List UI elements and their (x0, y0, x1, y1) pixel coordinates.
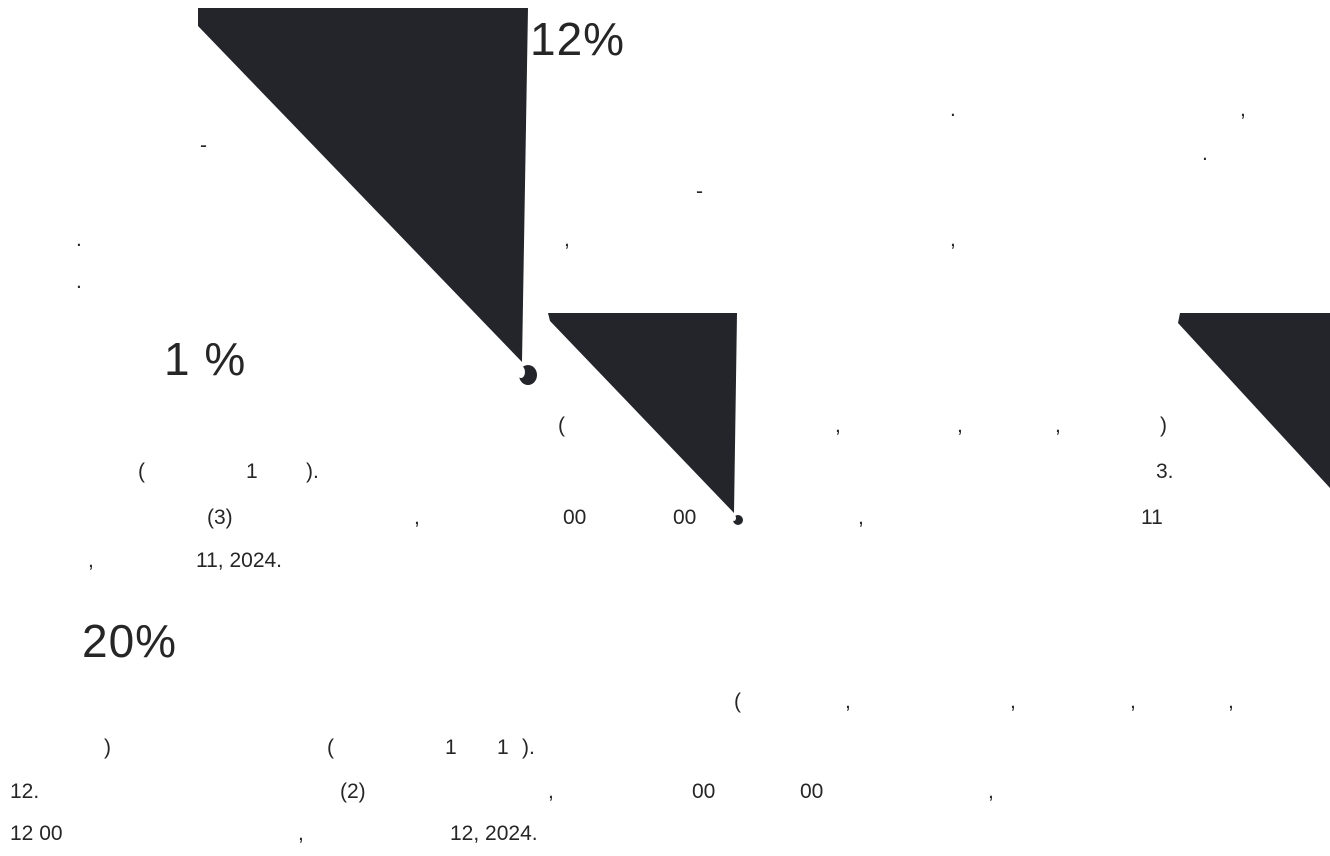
promo-2-fragment: 00 (673, 506, 697, 529)
promo-1-fragment: . (950, 98, 956, 121)
promo-3-fragment: , (1228, 690, 1234, 713)
promo-2-fragment: , (835, 414, 841, 437)
promo-3-fragment: 00 (800, 780, 824, 803)
promo-3-fragment: , (1010, 690, 1016, 713)
promo-2-fragment: ( (138, 460, 145, 483)
promo-3-fragment: 12, 2024. (450, 822, 538, 845)
promo-1-fragment: . (1202, 142, 1208, 165)
promo-3-fragment: 1 (445, 736, 457, 759)
promo-2-fragment: 3. (1156, 460, 1174, 483)
promo-2-percent: 1 % (164, 333, 247, 385)
promo-2-fragment: ( (558, 414, 565, 437)
promo-1-fragment: , (950, 228, 956, 251)
promo-3-fragment: ). (522, 736, 535, 759)
promo-1-fragment: , (564, 228, 570, 251)
promo-2-fragment: 1 (246, 460, 258, 483)
promo-2-fragment: (3) (207, 506, 233, 529)
promo-3-fragment: , (548, 780, 554, 803)
promo-2-fragment: 11, 2024. (196, 549, 283, 572)
promo-1-fragment: - (200, 134, 207, 157)
promo-2-fragment: , (88, 549, 94, 572)
promo-3-fragment: , (1130, 690, 1136, 713)
promo-3-percent: 20% (82, 615, 178, 667)
promo-2-fragment: 00 (563, 506, 587, 529)
dark-wedge-medium-shape (548, 313, 737, 513)
promo-1-fragment: . (76, 228, 82, 251)
promo-2-fragment: , (414, 506, 420, 529)
promo-3-fragment: ( (734, 690, 741, 713)
promo-1-fragment: . (76, 270, 82, 293)
promo-3-fragment: (2) (340, 780, 366, 803)
promo-2-fragment: 11 (1141, 506, 1163, 529)
promo-3-fragment: 12 00 (10, 822, 63, 845)
cursor-icon (732, 515, 743, 525)
promo-3-fragment: 00 (692, 780, 716, 803)
promo-2-fragment: , (957, 414, 963, 437)
promo-3-fragment: 1 (497, 736, 509, 759)
promo-3-fragment: ) (104, 736, 111, 759)
dark-wedge-large-shape (198, 8, 528, 362)
promo-2-fragment: ). (306, 460, 319, 483)
promo-3-fragment: , (988, 780, 994, 803)
promo-3-fragment: 12. (10, 780, 40, 803)
promo-2-fragment: ) (1160, 414, 1167, 437)
promo-2-fragment: , (858, 506, 864, 529)
promo-3-fragment: , (298, 822, 304, 845)
promo-1-percent: 12% (530, 13, 626, 65)
cursor-icon (517, 365, 537, 385)
dark-wedge-corner-shape (1178, 313, 1330, 488)
promo-1-fragment: , (1240, 98, 1246, 121)
promo-1-fragment: - (696, 180, 703, 203)
promo-3-fragment: ( (327, 736, 334, 759)
promo-3-fragment: , (845, 690, 851, 713)
promo-2-fragment: , (1055, 414, 1061, 437)
